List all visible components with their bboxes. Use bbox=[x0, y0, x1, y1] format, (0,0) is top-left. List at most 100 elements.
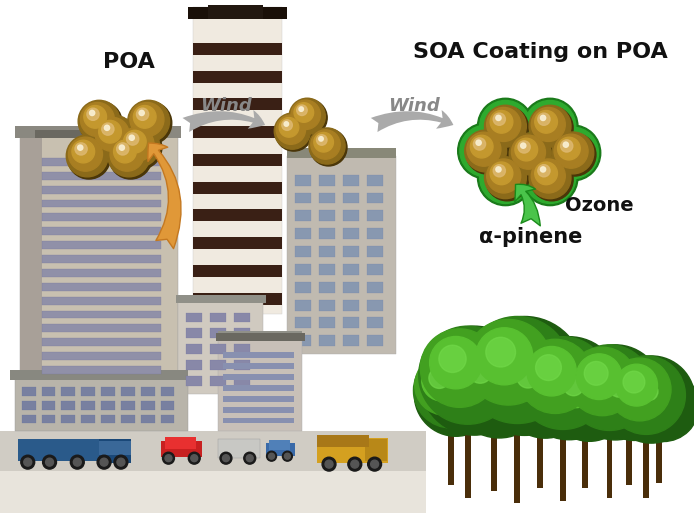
Circle shape bbox=[429, 368, 449, 388]
Bar bbox=[317, 438, 389, 463]
Circle shape bbox=[452, 345, 521, 414]
Bar bbox=[234, 376, 250, 386]
Bar bbox=[41, 283, 160, 290]
Bar bbox=[41, 255, 160, 263]
Circle shape bbox=[518, 141, 530, 153]
Bar bbox=[367, 175, 382, 185]
Circle shape bbox=[414, 353, 489, 428]
Bar bbox=[288, 148, 396, 158]
Bar bbox=[319, 211, 335, 221]
Circle shape bbox=[540, 115, 546, 121]
Bar bbox=[582, 423, 588, 488]
Bar bbox=[41, 366, 160, 374]
Circle shape bbox=[466, 319, 551, 405]
Circle shape bbox=[547, 127, 598, 179]
Text: SOA Coating on POA: SOA Coating on POA bbox=[413, 42, 668, 62]
Bar bbox=[216, 333, 305, 341]
Circle shape bbox=[531, 108, 566, 142]
Bar bbox=[343, 246, 359, 257]
Bar bbox=[193, 43, 282, 55]
Circle shape bbox=[536, 355, 561, 381]
Bar bbox=[295, 300, 312, 311]
Circle shape bbox=[191, 455, 197, 461]
Bar bbox=[319, 335, 335, 346]
Bar bbox=[295, 211, 312, 221]
Bar bbox=[160, 415, 174, 423]
Bar bbox=[41, 352, 160, 360]
Bar bbox=[41, 199, 160, 208]
Bar bbox=[193, 237, 282, 249]
Circle shape bbox=[325, 460, 333, 468]
Bar bbox=[218, 439, 260, 458]
Bar bbox=[193, 293, 282, 304]
Circle shape bbox=[486, 159, 521, 193]
Circle shape bbox=[512, 135, 545, 169]
Bar bbox=[176, 295, 265, 303]
Circle shape bbox=[517, 366, 539, 388]
Circle shape bbox=[316, 135, 327, 145]
Circle shape bbox=[627, 370, 691, 434]
Bar bbox=[41, 185, 160, 194]
Circle shape bbox=[496, 167, 501, 172]
Circle shape bbox=[467, 132, 501, 166]
Bar bbox=[234, 344, 250, 354]
Circle shape bbox=[477, 98, 533, 154]
Bar bbox=[193, 265, 282, 277]
Circle shape bbox=[496, 115, 501, 121]
Bar bbox=[367, 264, 382, 275]
Bar bbox=[643, 423, 649, 498]
Circle shape bbox=[188, 452, 200, 464]
Bar bbox=[193, 126, 282, 138]
Bar bbox=[223, 363, 294, 369]
Circle shape bbox=[134, 106, 156, 128]
Circle shape bbox=[557, 370, 595, 408]
Bar bbox=[178, 300, 262, 394]
Bar bbox=[465, 410, 470, 498]
Circle shape bbox=[473, 138, 486, 150]
Circle shape bbox=[452, 343, 547, 438]
Bar bbox=[186, 376, 202, 386]
Bar bbox=[62, 387, 76, 396]
Circle shape bbox=[502, 353, 565, 416]
Circle shape bbox=[117, 458, 125, 466]
Circle shape bbox=[165, 455, 172, 461]
Circle shape bbox=[99, 121, 121, 143]
Circle shape bbox=[561, 140, 573, 152]
Bar bbox=[319, 175, 335, 185]
Circle shape bbox=[476, 328, 533, 385]
Circle shape bbox=[517, 337, 621, 440]
Circle shape bbox=[486, 158, 528, 201]
Bar bbox=[269, 440, 290, 450]
Bar bbox=[343, 264, 359, 275]
Circle shape bbox=[464, 316, 570, 423]
Circle shape bbox=[420, 326, 528, 435]
Circle shape bbox=[494, 165, 505, 177]
Bar bbox=[295, 193, 312, 203]
Circle shape bbox=[603, 372, 639, 408]
Circle shape bbox=[584, 362, 608, 385]
Bar bbox=[164, 437, 196, 449]
Circle shape bbox=[486, 337, 515, 367]
Circle shape bbox=[510, 134, 553, 177]
Circle shape bbox=[69, 137, 102, 171]
Circle shape bbox=[518, 339, 592, 414]
Bar bbox=[41, 297, 160, 304]
Bar bbox=[160, 441, 202, 457]
Text: α-pinene: α-pinene bbox=[479, 227, 582, 247]
Circle shape bbox=[419, 326, 517, 424]
Bar bbox=[537, 419, 543, 488]
Bar bbox=[99, 441, 131, 455]
Circle shape bbox=[486, 108, 521, 142]
Circle shape bbox=[130, 135, 134, 141]
Circle shape bbox=[274, 113, 310, 149]
Circle shape bbox=[43, 455, 57, 469]
Bar bbox=[367, 246, 382, 257]
Circle shape bbox=[80, 101, 122, 144]
Circle shape bbox=[553, 133, 596, 176]
Bar bbox=[234, 360, 250, 370]
Circle shape bbox=[596, 365, 663, 433]
Bar bbox=[295, 317, 312, 329]
Circle shape bbox=[80, 102, 114, 136]
Circle shape bbox=[74, 458, 81, 466]
Bar bbox=[18, 439, 107, 461]
